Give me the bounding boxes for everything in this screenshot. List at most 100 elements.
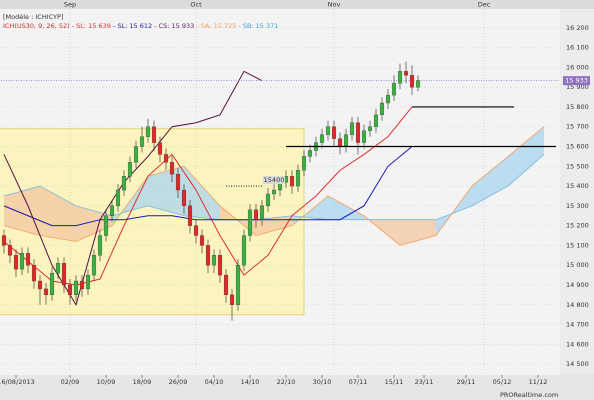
x-tick-label: 10/09: [97, 378, 116, 386]
cloud-fill: [328, 195, 364, 220]
candle-body: [181, 189, 187, 207]
legend-item: ICH(US30, 9, 26, 52): [3, 22, 70, 30]
candle-body: [109, 205, 115, 216]
candle-body: [229, 294, 235, 305]
y-tick-label: 15 300: [566, 202, 589, 210]
legend: ICH(US30, 9, 26, 52) - SL: 15 639 - SL: …: [3, 22, 278, 30]
candle-body: [85, 274, 91, 290]
candle-body: [319, 134, 325, 143]
month-label: Nov: [328, 1, 341, 9]
candle-body: [367, 126, 373, 131]
candle-body: [103, 215, 109, 236]
price-axis: [560, 9, 594, 375]
candle-body: [331, 126, 337, 139]
candle-body: [349, 122, 355, 135]
y-tick-label: 15 600: [566, 143, 589, 151]
candle-body: [67, 284, 73, 296]
candle-body: [19, 253, 25, 270]
y-tick-label: 15 800: [566, 103, 589, 111]
candle-body: [43, 288, 49, 296]
x-tick-label: 18/09: [133, 378, 152, 386]
candle-body: [403, 71, 409, 76]
legend-item: - SL: 15 612: [111, 22, 152, 30]
x-tick-label: 29/11: [457, 378, 476, 386]
candle-body: [31, 265, 37, 282]
candle-body: [373, 114, 379, 127]
candle-body: [259, 205, 265, 220]
candle-body: [241, 235, 247, 266]
candle-body: [25, 253, 31, 266]
legend-item: - SA: 15 725: [194, 22, 236, 30]
candle-body: [247, 209, 253, 236]
candle-body: [265, 193, 271, 207]
cloud-fill: [256, 215, 292, 236]
y-tick-label: 15 900: [566, 83, 589, 91]
y-tick-label: 16 200: [566, 24, 589, 32]
cloud-fill: [148, 166, 184, 216]
month-label: Oct: [190, 1, 202, 9]
candle-body: [343, 134, 349, 147]
candle-body: [115, 189, 121, 207]
senkou-b: [3, 154, 545, 221]
candle-body: [49, 272, 55, 296]
x-tick-label: 15/11: [385, 378, 404, 386]
x-tick-label: 23/11: [415, 378, 434, 386]
x-tick-label: 30/10: [313, 378, 332, 386]
candle-body: [199, 235, 205, 246]
candle-body: [193, 225, 199, 236]
indicator-line: [3, 146, 413, 227]
candle-body: [157, 142, 163, 155]
candle-body: [409, 75, 415, 88]
y-tick-label: 15 500: [566, 162, 589, 170]
candle-body: [253, 209, 259, 220]
footer: PRORealtime.com: [500, 391, 558, 399]
y-tick-label: 15 000: [566, 261, 589, 269]
cloud-fill: [400, 219, 436, 246]
candle-body: [235, 265, 241, 305]
month-label: Sep: [64, 1, 76, 9]
candle-body: [307, 150, 313, 157]
candle-body: [145, 126, 151, 137]
cloud-fill: [472, 156, 508, 206]
candle-body: [61, 263, 67, 286]
x-tick-label: 11/12: [529, 378, 548, 386]
y-tick-label: 15 100: [566, 241, 589, 249]
candle-body: [91, 255, 97, 276]
candle-body: [55, 263, 61, 274]
last-price-label: 15 933: [565, 77, 588, 85]
candle-body: [271, 189, 277, 195]
candle-body: [397, 71, 403, 84]
candle-body: [127, 162, 133, 177]
candle-body: [355, 122, 361, 143]
legend-item: - SB: 15 371: [236, 22, 278, 30]
candle-body: [163, 154, 169, 163]
candle-body: [205, 245, 211, 266]
candle-body: [13, 255, 19, 270]
candle-body: [169, 162, 175, 175]
y-tick-label: 14 500: [566, 360, 589, 368]
x-tick-label: 14/10: [241, 378, 260, 386]
candle-body: [1, 235, 7, 246]
candle-body: [97, 235, 103, 256]
candle-body: [325, 126, 331, 135]
y-tick-label: 15 700: [566, 123, 589, 131]
y-tick-label: 14 600: [566, 340, 589, 348]
candle-body: [223, 274, 229, 296]
x-tick-label: 22/10: [277, 378, 296, 386]
x-tick-label: 26/09: [169, 378, 188, 386]
candle-body: [385, 94, 391, 104]
candle-body: [391, 83, 397, 96]
candle-body: [415, 80, 421, 88]
candle-body: [361, 130, 367, 143]
candle-body: [73, 280, 79, 296]
cloud-fill: [184, 166, 220, 220]
cloud-fill: [40, 186, 76, 242]
candle-body: [121, 176, 127, 191]
y-tick-label: 15 200: [566, 222, 589, 230]
cloud-fill: [508, 126, 544, 187]
x-tick-label: 02/09: [61, 378, 80, 386]
legend-item: - SL: 15 639: [70, 22, 111, 30]
candle-body: [217, 255, 223, 276]
month-label: Dec: [478, 1, 491, 9]
